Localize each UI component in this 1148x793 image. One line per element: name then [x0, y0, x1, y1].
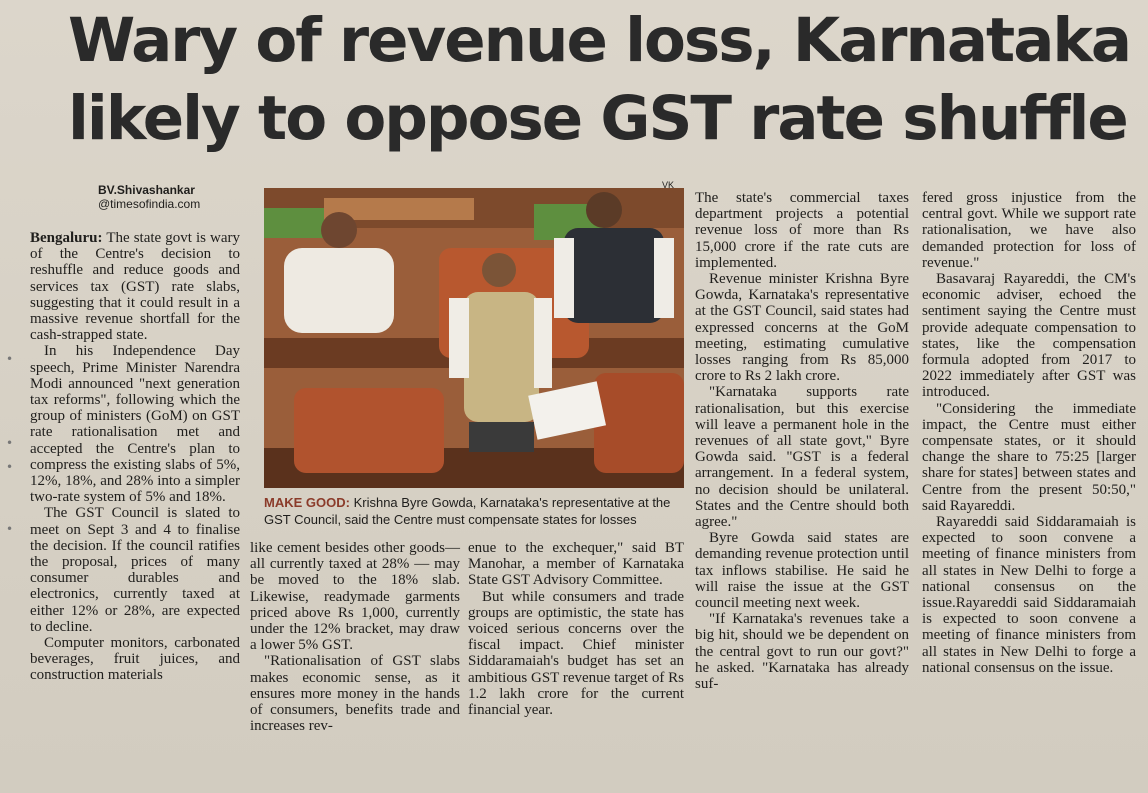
paragraph: Computer monitors, carbonated beverages,…: [30, 635, 240, 684]
caption-lead: MAKE GOOD:: [264, 495, 350, 510]
byline: BV.Shivashankar @timesofindia.com: [98, 183, 200, 211]
byline-handle: @timesofindia.com: [98, 197, 201, 211]
paragraph: The state's commercial taxes department …: [695, 190, 909, 271]
margin-mark: •: [6, 522, 14, 536]
margin-mark: •: [6, 460, 14, 474]
paragraph: Byre Gowda said states are demanding rev…: [695, 530, 909, 612]
paragraph: "Considering the immediate impact, the C…: [922, 400, 1136, 514]
paragraph: The GST Council is slated to meet on Sep…: [30, 505, 240, 635]
paragraph: "Karnataka supports rate rationalisation…: [695, 384, 909, 531]
news-photo: [264, 188, 684, 488]
headline-line-2: likely to oppose GST rate shuffle: [68, 83, 1129, 154]
margin-mark: •: [6, 352, 14, 366]
paragraph-text: The state govt is wary of the Centre's d…: [30, 230, 241, 344]
paragraph: like cement besides other goods—all curr…: [250, 540, 460, 654]
assembly-photo-illustration: [264, 188, 684, 488]
paragraph: fered gross injustice from the central g…: [922, 190, 1136, 271]
paragraph: Basavaraj Rayareddi, the CM's economic a…: [922, 271, 1136, 401]
paragraph: "Rationalisation of GST slabs makes econ…: [250, 653, 460, 735]
article-column-1: Bengaluru: The state govt is wary of the…: [30, 230, 240, 684]
headline-line-1: Wary of revenue loss, Karnataka: [68, 5, 1132, 76]
paragraph: In his Independence Day speech, Prime Mi…: [30, 343, 240, 506]
byline-author: BV.Shivashankar: [98, 183, 195, 197]
caption-text: Krishna Byre Gowda, Karnataka's represen…: [264, 495, 671, 527]
paragraph: "If Karnataka's revenues take a big hit,…: [695, 611, 909, 693]
photo-credit: VK: [662, 180, 675, 190]
paragraph: enue to the exchequer," said BT Manohar,…: [468, 540, 684, 589]
article-column-5: fered gross injustice from the central g…: [922, 190, 1136, 676]
article-column-3: enue to the exchequer," said BT Manohar,…: [468, 540, 684, 718]
photo-caption: MAKE GOOD: Krishna Byre Gowda, Karnataka…: [264, 494, 690, 528]
paragraph: But while consumers and trade groups are…: [468, 588, 684, 719]
margin-mark: •: [6, 436, 14, 450]
article-column-2: like cement besides other goods—all curr…: [250, 540, 460, 734]
paragraph: Revenue minister Krishna Byre Gowda, Kar…: [695, 271, 909, 385]
article-column-4: The state's commercial taxes department …: [695, 190, 909, 692]
paragraph: Bengaluru: The state govt is wary of the…: [30, 230, 240, 343]
paragraph: Rayareddi said Siddaramaiah is expected …: [922, 514, 1136, 676]
dateline: Bengaluru:: [30, 230, 103, 246]
